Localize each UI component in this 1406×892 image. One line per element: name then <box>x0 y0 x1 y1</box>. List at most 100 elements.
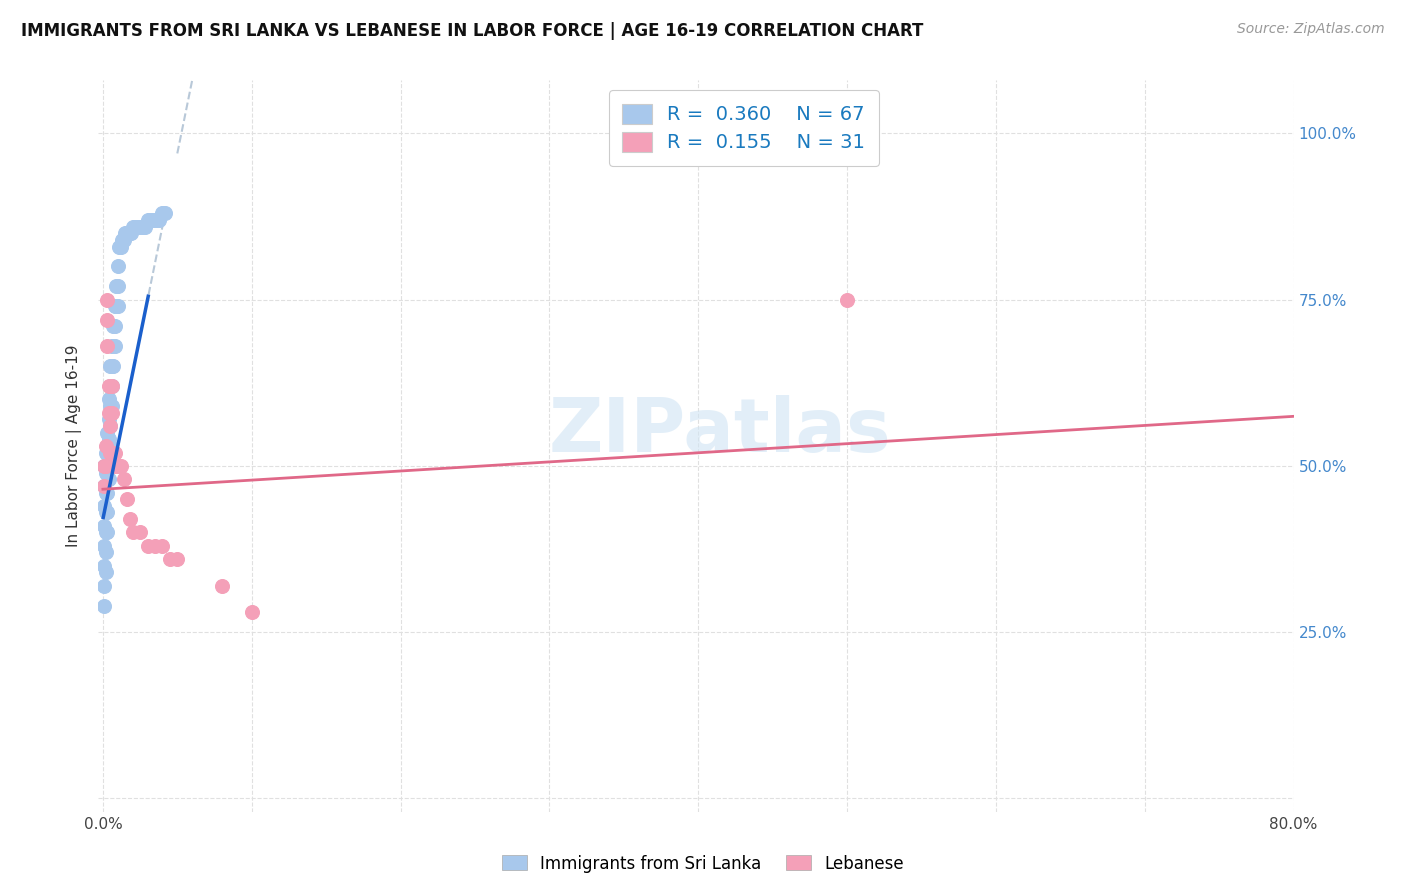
Point <box>117 226 139 240</box>
Point <box>98 445 121 459</box>
Point <box>835 293 858 307</box>
Point <box>152 206 174 220</box>
Point <box>94 506 117 520</box>
Y-axis label: In Labor Force | Age 16-19: In Labor Force | Age 16-19 <box>66 344 83 548</box>
Text: IMMIGRANTS FROM SRI LANKA VS LEBANESE IN LABOR FORCE | AGE 16-19 CORRELATION CHA: IMMIGRANTS FROM SRI LANKA VS LEBANESE IN… <box>21 22 924 40</box>
Point <box>93 479 115 493</box>
Point <box>211 579 233 593</box>
Point <box>143 539 166 553</box>
Point <box>115 492 138 507</box>
Point <box>93 499 115 513</box>
Point <box>104 319 127 334</box>
Point <box>97 379 120 393</box>
Point <box>107 260 129 274</box>
Point <box>114 226 136 240</box>
Point <box>97 406 120 420</box>
Point <box>107 279 129 293</box>
Point <box>98 379 121 393</box>
Point <box>240 605 263 619</box>
Point <box>97 392 120 407</box>
Point <box>115 226 138 240</box>
Point <box>97 472 120 486</box>
Point <box>101 379 124 393</box>
Point <box>96 466 118 480</box>
Point <box>112 233 135 247</box>
Point <box>104 445 127 459</box>
Point <box>121 525 143 540</box>
Point <box>93 479 115 493</box>
Point <box>98 399 121 413</box>
Text: Source: ZipAtlas.com: Source: ZipAtlas.com <box>1237 22 1385 37</box>
Point <box>96 506 118 520</box>
Point <box>103 359 125 374</box>
Point <box>98 419 121 434</box>
Point <box>111 233 134 247</box>
Point <box>101 359 124 374</box>
Point <box>97 452 120 467</box>
Point <box>104 339 127 353</box>
Point <box>101 406 124 420</box>
Point <box>145 213 167 227</box>
Point <box>142 213 165 227</box>
Point <box>97 412 120 426</box>
Point <box>96 312 118 326</box>
Point <box>97 433 120 447</box>
Point <box>96 445 118 459</box>
Point <box>110 239 132 253</box>
Point <box>104 299 127 313</box>
Point <box>94 458 117 473</box>
Point <box>110 458 132 473</box>
Point <box>107 299 129 313</box>
Point <box>112 472 135 486</box>
Point <box>108 239 131 253</box>
Point <box>94 445 117 459</box>
Point <box>166 552 188 566</box>
Point <box>152 539 174 553</box>
Point <box>148 213 170 227</box>
Point <box>105 299 128 313</box>
Point <box>118 226 141 240</box>
Point <box>94 525 117 540</box>
Point <box>93 539 115 553</box>
Point <box>121 219 143 234</box>
Point <box>107 458 129 473</box>
Point <box>93 458 115 473</box>
Point <box>96 293 118 307</box>
Text: ZIPatlas: ZIPatlas <box>548 395 891 468</box>
Point <box>98 359 121 374</box>
Point <box>93 558 115 573</box>
Point <box>96 339 118 353</box>
Point <box>94 466 117 480</box>
Legend: R =  0.360    N = 67, R =  0.155    N = 31: R = 0.360 N = 67, R = 0.155 N = 31 <box>609 90 879 166</box>
Point <box>136 213 159 227</box>
Point <box>105 279 128 293</box>
Point <box>136 539 159 553</box>
Point <box>101 399 124 413</box>
Point <box>96 425 118 440</box>
Point <box>128 219 150 234</box>
Point <box>105 458 128 473</box>
Point <box>101 379 124 393</box>
Point <box>93 599 115 613</box>
Point <box>94 566 117 580</box>
Point <box>131 219 153 234</box>
Point <box>93 518 115 533</box>
Legend: Immigrants from Sri Lanka, Lebanese: Immigrants from Sri Lanka, Lebanese <box>495 848 911 880</box>
Point <box>103 458 125 473</box>
Point <box>96 525 118 540</box>
Point <box>98 419 121 434</box>
Point <box>93 579 115 593</box>
Point <box>96 485 118 500</box>
Point <box>93 458 115 473</box>
Point <box>101 339 124 353</box>
Point <box>159 552 181 566</box>
Point <box>155 206 177 220</box>
Point <box>118 512 141 526</box>
Point <box>103 339 125 353</box>
Point <box>120 226 142 240</box>
Point <box>98 439 121 453</box>
Point <box>94 545 117 559</box>
Point <box>134 219 156 234</box>
Point <box>94 485 117 500</box>
Point <box>139 213 162 227</box>
